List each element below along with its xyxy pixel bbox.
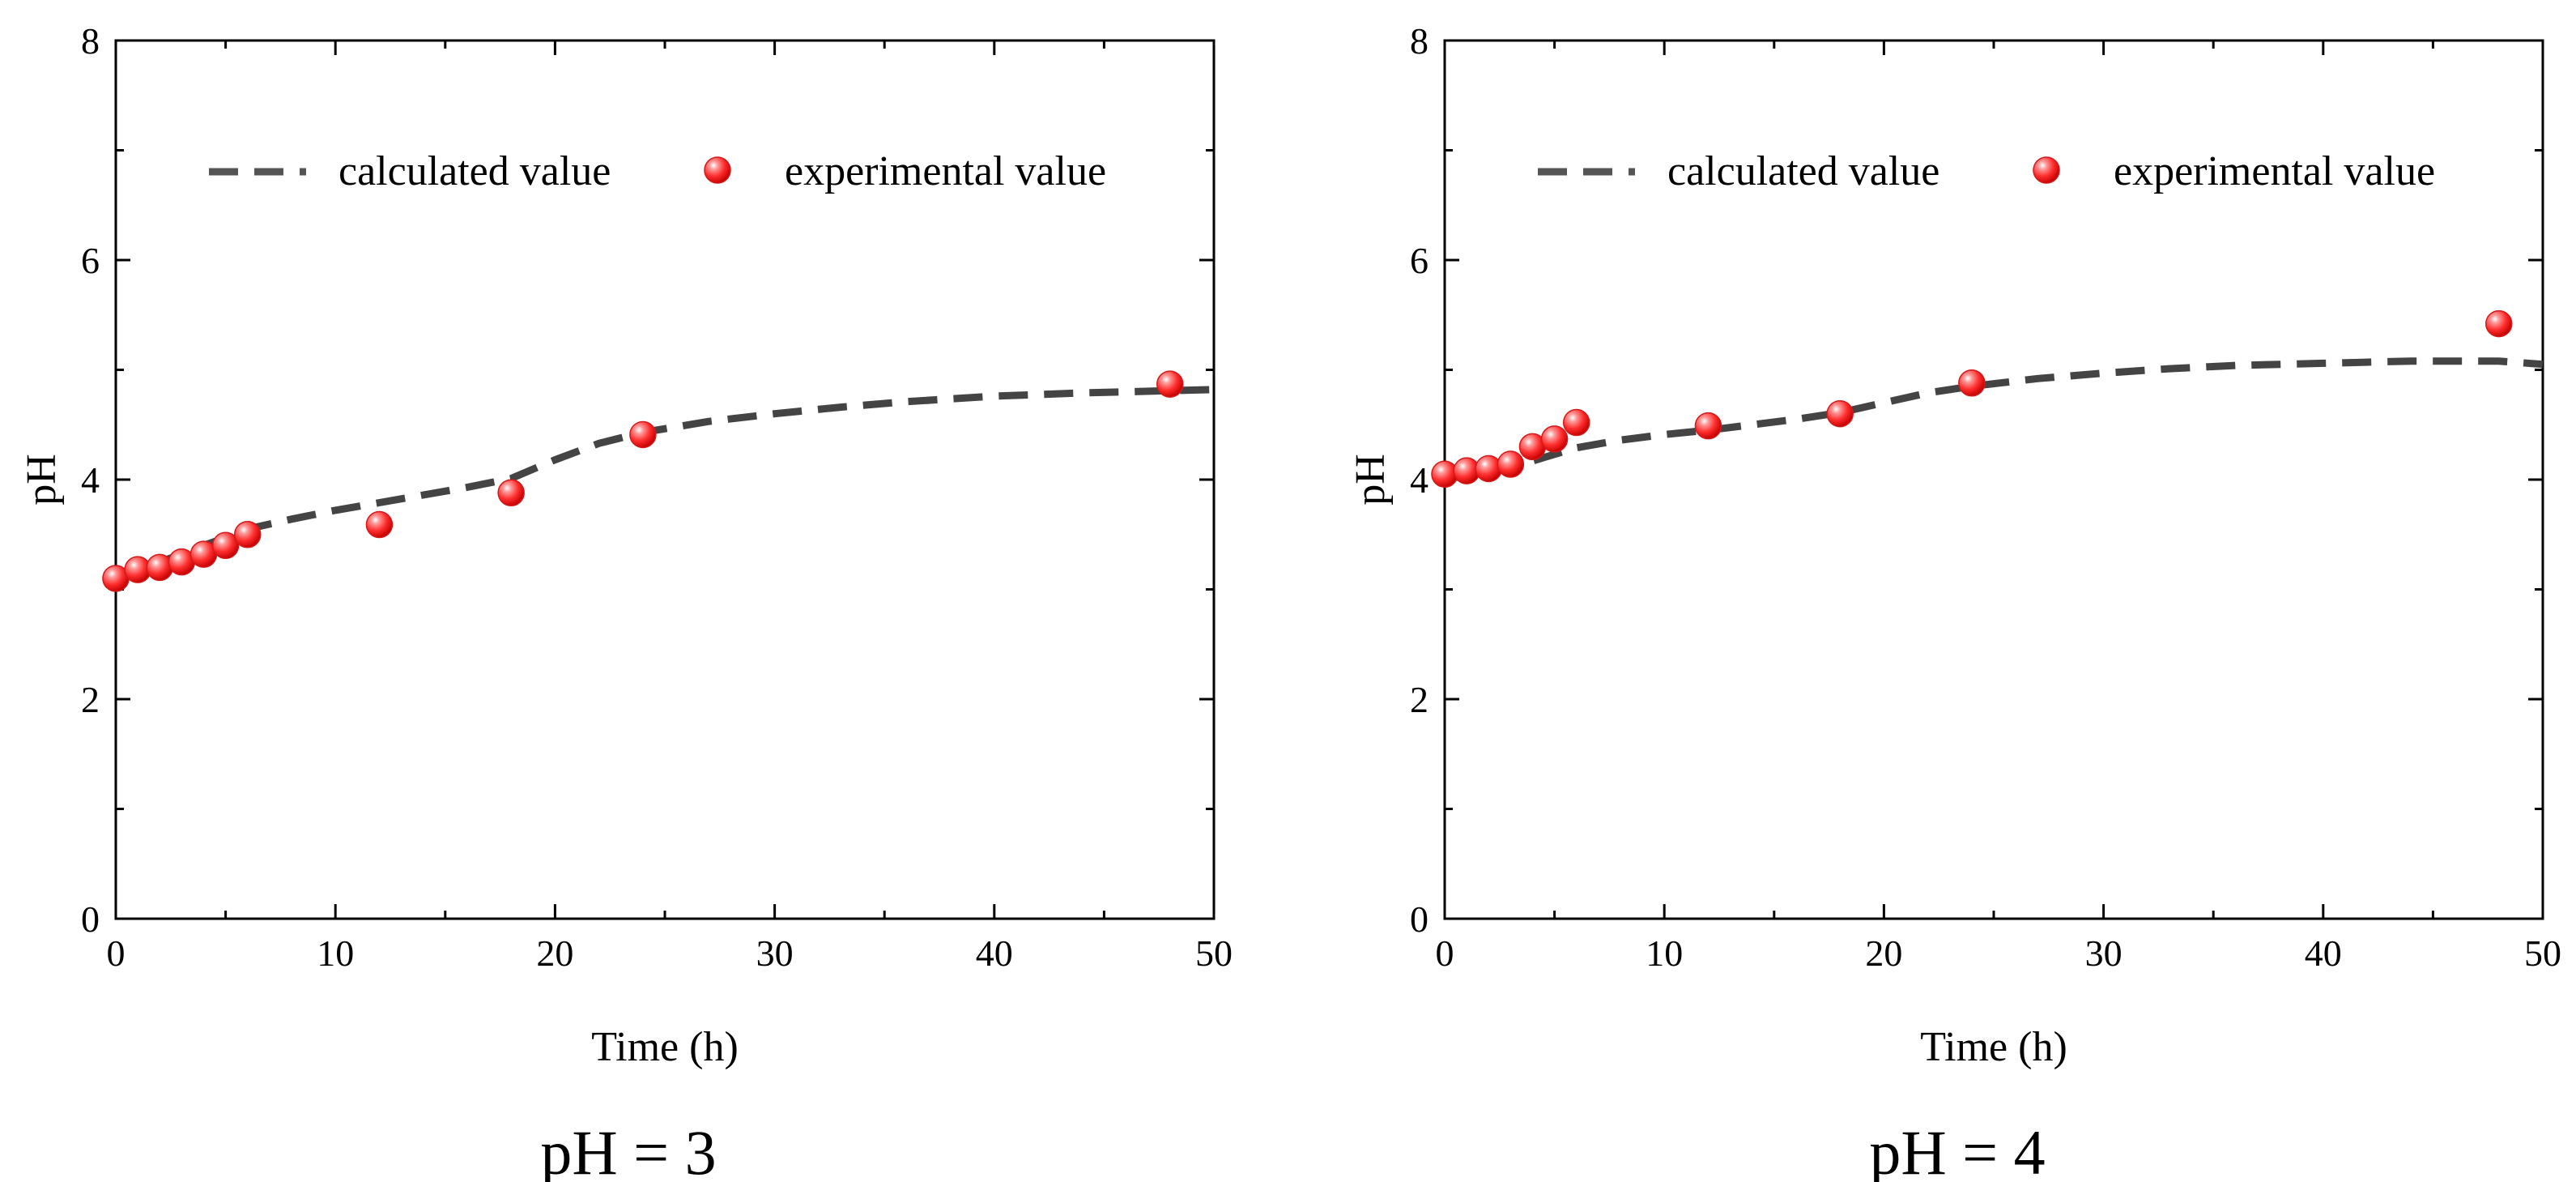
series-experimental-value bbox=[1431, 309, 2513, 488]
x-tick-label: 30 bbox=[2085, 932, 2123, 974]
x-tick-label: 20 bbox=[536, 932, 573, 974]
legend: calculated value experimental value bbox=[1538, 148, 2435, 194]
calculated-value-line bbox=[114, 386, 1215, 582]
experimental-point bbox=[1958, 369, 1986, 397]
y-tick-label: 2 bbox=[1410, 679, 1429, 720]
experimental-point bbox=[1694, 412, 1722, 440]
y-tick-label: 6 bbox=[1410, 240, 1429, 281]
experimental-point bbox=[1540, 425, 1569, 453]
legend: calculated value experimental value bbox=[209, 148, 1106, 194]
panel-label: pH = 4 bbox=[1869, 1117, 2045, 1182]
x-tick-label: 50 bbox=[2524, 932, 2561, 974]
x-tick-label: 40 bbox=[976, 932, 1013, 974]
x-tick-label: 30 bbox=[756, 932, 794, 974]
x-tick-label: 0 bbox=[1436, 932, 1454, 974]
x-tick-label: 20 bbox=[1865, 932, 1902, 974]
series-calculated-value bbox=[114, 386, 1215, 582]
x-tick-label: 50 bbox=[1195, 932, 1233, 974]
y-tick-label: 6 bbox=[81, 240, 100, 281]
x-tick-label: 40 bbox=[2305, 932, 2342, 974]
legend-calculated-label: calculated value bbox=[1667, 148, 1939, 194]
y-tick-label: 8 bbox=[81, 20, 100, 62]
series-calculated-value bbox=[1444, 357, 2544, 481]
legend-experimental-label: experimental value bbox=[785, 148, 1106, 194]
x-tick-label: 10 bbox=[1646, 932, 1683, 974]
y-tick-label: 8 bbox=[1410, 20, 1429, 62]
y-tick-label: 4 bbox=[1410, 459, 1429, 501]
legend-experimental-swatch bbox=[704, 156, 731, 184]
legend-experimental-label: experimental value bbox=[2114, 148, 2435, 194]
experimental-point bbox=[629, 420, 657, 449]
experimental-point bbox=[1156, 370, 1184, 398]
experimental-point bbox=[2485, 309, 2513, 338]
experimental-point bbox=[365, 510, 394, 539]
experimental-point bbox=[1497, 450, 1525, 478]
x-tick-label: 0 bbox=[107, 932, 126, 974]
experimental-point bbox=[1826, 399, 1854, 428]
legend-calculated-label: calculated value bbox=[338, 148, 611, 194]
x-tick-label: 10 bbox=[317, 932, 354, 974]
x-axis-label: Time (h) bbox=[591, 1024, 739, 1070]
experimental-point bbox=[497, 479, 525, 507]
y-tick-label: 2 bbox=[81, 679, 100, 720]
x-axis-label: Time (h) bbox=[1920, 1024, 2067, 1070]
y-axis-label: pH bbox=[19, 454, 65, 506]
chart-panel-1: 0 10 20 30 40 50 0 2 4 6 8 Time (h) pH pH = 3 calculat… bbox=[19, 20, 1233, 1182]
experimental-point bbox=[1475, 454, 1502, 483]
experimental-point bbox=[1562, 408, 1590, 437]
experimental-point bbox=[211, 531, 240, 560]
y-tick-label: 0 bbox=[1410, 898, 1429, 940]
experimental-point bbox=[233, 521, 262, 548]
y-tick-label: 4 bbox=[81, 459, 100, 501]
calculated-value-line bbox=[1444, 357, 2544, 481]
legend-experimental-swatch bbox=[2033, 156, 2060, 184]
chart-panel-2: 0 10 20 30 40 50 0 2 4 6 8 Time (h) pH pH = 4 calculat… bbox=[1348, 20, 2561, 1182]
series-experimental-value bbox=[102, 370, 1184, 592]
y-axis-label: pH bbox=[1348, 454, 1394, 506]
panel-label: pH = 3 bbox=[540, 1117, 716, 1182]
y-tick-label: 0 bbox=[81, 898, 100, 940]
